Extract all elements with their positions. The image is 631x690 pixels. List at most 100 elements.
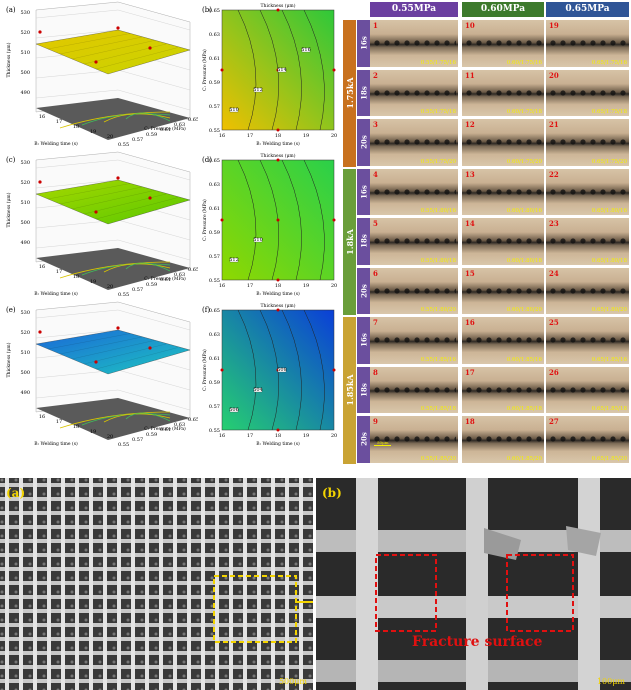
grid-line bbox=[35, 159, 119, 169]
y-axis-label: C: Pressure (MPa) bbox=[144, 275, 186, 282]
current-label: 1.85kA bbox=[344, 374, 355, 406]
weld-micrograph: 25 0.65/1.85/16 bbox=[546, 317, 629, 364]
x-tick: 17 bbox=[56, 119, 62, 125]
weld-micrograph: 17 0.60/1.85/18 bbox=[462, 366, 544, 413]
contour-title: Thickness (μm) bbox=[261, 2, 296, 9]
contour-line bbox=[303, 159, 325, 281]
x-tick: 20 bbox=[107, 284, 113, 290]
weld-line bbox=[464, 88, 542, 97]
contour-title: Thickness (μm) bbox=[261, 152, 296, 159]
y-tick: 0.57 bbox=[209, 254, 220, 260]
time-label: 16s bbox=[357, 20, 370, 67]
weld-micrograph: 23 0.65/1.80/18 bbox=[546, 218, 629, 265]
pressure-header: 0.55MPa bbox=[370, 2, 458, 17]
sample-caption: 0.55/1.75/20 bbox=[420, 158, 456, 165]
weld-line bbox=[372, 435, 456, 444]
y-axis-label: C: Pressure (MPa) bbox=[144, 425, 186, 432]
design-point bbox=[38, 30, 42, 34]
sample-caption: 0.65/1.80/20 bbox=[591, 307, 627, 313]
x-tick: 20 bbox=[107, 134, 113, 140]
x-axis-label: B: Welding time (s) bbox=[34, 290, 78, 297]
contour-line bbox=[281, 9, 302, 131]
x-tick: 18 bbox=[275, 433, 281, 439]
design-point bbox=[220, 218, 224, 222]
grid-line bbox=[35, 239, 119, 249]
design-point bbox=[220, 368, 224, 372]
sample-caption: 0.55/1.80/20 bbox=[420, 307, 456, 313]
x-tick: 20 bbox=[107, 434, 113, 440]
weld-line bbox=[464, 435, 542, 444]
y-tick: 0.59 bbox=[209, 380, 220, 386]
y-tick: 0.61 bbox=[160, 277, 171, 283]
sample-caption: 0.55/1.85/16 bbox=[420, 356, 456, 363]
mesh-line bbox=[71, 190, 155, 210]
x-tick: 19 bbox=[90, 129, 96, 135]
z-tick: 530 bbox=[20, 160, 30, 166]
sample-caption: 0.65/1.75/16 bbox=[591, 59, 627, 66]
mesh-line bbox=[95, 197, 179, 220]
sample-caption: 0.60/1.75/18 bbox=[506, 109, 542, 115]
weld-micrograph: 5 0.55/1.80/18 bbox=[370, 218, 458, 265]
y-tick: 0.59 bbox=[146, 432, 157, 438]
z-tick: 520 bbox=[20, 180, 30, 186]
x-tick: 18 bbox=[275, 133, 281, 139]
sample-caption: 0.65/1.80/18 bbox=[591, 257, 627, 264]
y-tick: 0.65 bbox=[188, 267, 198, 273]
y-tick: 0.61 bbox=[160, 427, 171, 433]
time-label: 16s bbox=[357, 168, 370, 215]
z-tick: 490 bbox=[20, 240, 30, 246]
y-tick: 0.55 bbox=[209, 278, 220, 284]
y-tick: 0.59 bbox=[209, 230, 220, 236]
contour-label-box bbox=[229, 257, 239, 263]
x-axis-label: B: Welding time (s) bbox=[256, 290, 300, 297]
grid-line bbox=[117, 309, 191, 331]
grid-line bbox=[35, 309, 119, 319]
contour-plot-0: (b) 510 512 514 516 16 17 18 19 20 0.65 0.63 0.61 0.5… bbox=[198, 0, 350, 150]
surface-plot-2: (e) 530 520 510 500 490 16 17 18 19 20 0.55 0.57 0.59… bbox=[0, 300, 199, 450]
weld-micrograph: 11 0.60/1.75/18 bbox=[462, 69, 544, 116]
contour-label-box bbox=[229, 107, 239, 113]
weld-micrograph: 24 0.65/1.80/20 bbox=[546, 267, 629, 314]
weld-micrograph: 12 0.60/1.75/20 bbox=[462, 119, 544, 166]
sample-number: 14 bbox=[465, 219, 475, 228]
sample-number: 22 bbox=[549, 169, 559, 179]
weld-line bbox=[464, 385, 542, 394]
weld-micrograph: 16 0.60/1.85/16 bbox=[462, 317, 544, 364]
contour-label-box bbox=[253, 87, 263, 93]
z-tick: 500 bbox=[20, 370, 30, 376]
sample-number: 3 bbox=[373, 120, 378, 129]
x-tick: 19 bbox=[303, 283, 309, 289]
floor-projection bbox=[36, 98, 190, 140]
mesh-line bbox=[83, 43, 167, 65]
weld-line bbox=[372, 39, 456, 48]
current-group-label: 1.75kA bbox=[343, 20, 356, 167]
weld-line bbox=[464, 336, 542, 345]
contour-line bbox=[303, 309, 325, 431]
mesh-line bbox=[47, 183, 131, 200]
mesh-line bbox=[71, 40, 155, 60]
contour-label-box bbox=[253, 237, 263, 243]
x-tick: 18 bbox=[73, 424, 79, 430]
weld-line bbox=[372, 138, 456, 147]
x-tick: 18 bbox=[73, 124, 79, 130]
contour-label-box bbox=[229, 407, 239, 413]
pressure-header: 0.65MPa bbox=[546, 2, 629, 17]
weld-micrograph: 9 0.55/1.85/20 bbox=[370, 416, 458, 463]
mesh-line bbox=[95, 347, 179, 370]
sample-number: 13 bbox=[465, 169, 475, 179]
mesh-line bbox=[83, 343, 167, 365]
x-axis-label: B: Welding time (s) bbox=[34, 140, 78, 147]
weld-micrograph: 14 0.60/1.80/18 bbox=[462, 218, 544, 265]
weld-line bbox=[548, 138, 627, 147]
sample-caption: 0.65/1.85/16 bbox=[591, 356, 627, 363]
contour-panel-label: (f) bbox=[202, 306, 211, 314]
sample-number: 4 bbox=[373, 169, 378, 179]
grid-line bbox=[117, 159, 191, 181]
time-label: 18s bbox=[357, 69, 370, 116]
x-tick: 16 bbox=[39, 414, 45, 420]
weld-line bbox=[548, 237, 627, 246]
weld-micrograph: 19 0.65/1.75/16 bbox=[546, 20, 629, 67]
grid-line bbox=[117, 69, 191, 91]
contour-value-label: 514 bbox=[277, 67, 287, 73]
sample-caption: 0.60/1.80/18 bbox=[506, 257, 542, 264]
